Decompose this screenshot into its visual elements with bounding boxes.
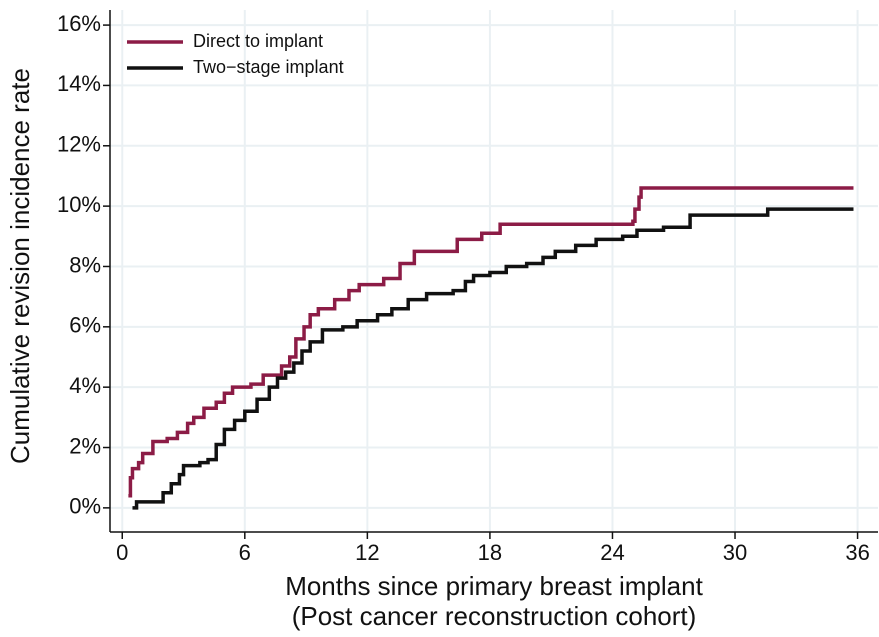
- x-axis-label: (Post cancer reconstruction cohort): [292, 601, 697, 631]
- x-tick-label: 6: [239, 540, 251, 565]
- y-tick-label: 0%: [69, 494, 101, 519]
- y-tick-label: 6%: [69, 313, 101, 338]
- y-axis-label: Cumulative revision incidence rate: [5, 68, 35, 464]
- x-tick-label: 36: [845, 540, 869, 565]
- x-axis-label: Months since primary breast implant: [285, 571, 703, 601]
- y-tick-label: 4%: [69, 373, 101, 398]
- legend-label: Direct to implant: [193, 31, 323, 51]
- y-tick-label: 8%: [69, 252, 101, 277]
- series-line: [132, 207, 854, 510]
- y-tick-label: 16%: [57, 11, 101, 36]
- x-tick-label: 24: [600, 540, 624, 565]
- y-tick-label: 12%: [57, 132, 101, 157]
- y-tick-label: 14%: [57, 71, 101, 96]
- legend-label: Two−stage implant: [193, 57, 344, 77]
- y-tick-label: 10%: [57, 192, 101, 217]
- x-tick-label: 0: [116, 540, 128, 565]
- x-tick-label: 18: [478, 540, 502, 565]
- x-tick-label: 12: [355, 540, 379, 565]
- x-tick-label: 30: [723, 540, 747, 565]
- series-line: [128, 186, 854, 498]
- y-tick-label: 2%: [69, 433, 101, 458]
